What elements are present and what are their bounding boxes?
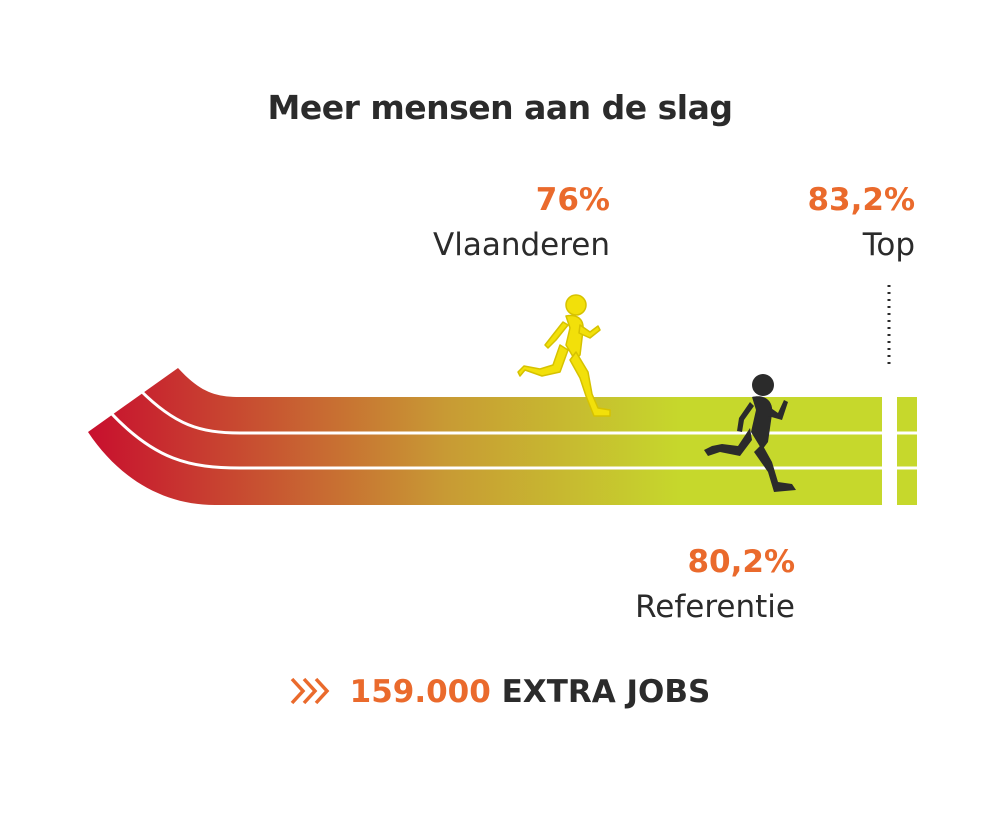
track-finish-segment [897,397,917,505]
triple-chevron-icon [290,677,329,705]
top-label: Top [862,227,915,263]
track-band [88,368,882,505]
referentie-label: Referentie [635,589,795,625]
lane-line-2 [108,410,882,470]
vlaanderen-label: Vlaanderen [433,227,610,263]
extra-jobs-text: EXTRA JOBS [501,674,711,710]
page-title: Meer mensen aan de slag [267,88,734,127]
footer-extra-jobs: 159.000 EXTRA JOBS [0,674,1000,710]
top-value: 83,2% [807,182,915,218]
referentie-value: 80,2% [687,544,795,580]
lane-line-1 [138,388,882,435]
vlaanderen-value: 76% [535,182,610,218]
runner-icon-referentie [704,374,796,492]
runner-icon-vlaanderen [517,294,611,417]
extra-jobs-number: 159.000 [349,674,491,710]
